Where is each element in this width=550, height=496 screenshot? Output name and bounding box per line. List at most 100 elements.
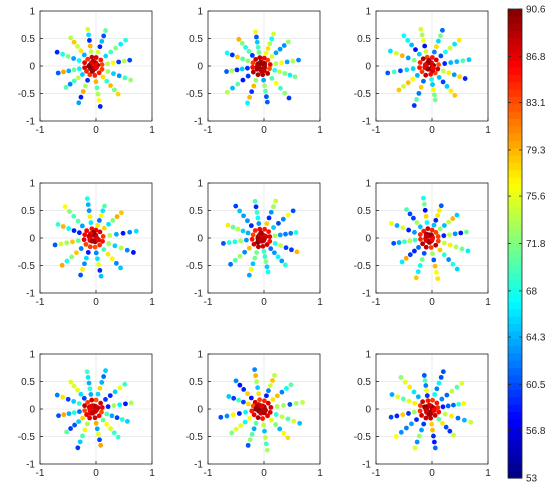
y-tick-label: 0 bbox=[365, 234, 371, 245]
data-point bbox=[54, 392, 60, 398]
data-point bbox=[115, 91, 121, 97]
y-tick-label: 1 bbox=[365, 179, 371, 190]
data-point bbox=[87, 244, 93, 250]
data-point bbox=[65, 396, 71, 402]
data-point bbox=[262, 83, 267, 89]
data-point bbox=[97, 437, 102, 443]
data-point bbox=[246, 48, 252, 54]
data-point bbox=[100, 238, 105, 244]
data-point bbox=[248, 267, 254, 272]
y-tick-label: 1 bbox=[197, 350, 203, 361]
data-point bbox=[252, 198, 258, 204]
data-point bbox=[245, 230, 251, 236]
data-point bbox=[271, 204, 276, 210]
y-tick-label: 0 bbox=[365, 62, 371, 73]
data-point bbox=[232, 239, 238, 245]
data-point bbox=[405, 80, 411, 86]
colorbar-segment bbox=[508, 177, 522, 186]
data-point bbox=[446, 257, 452, 262]
data-point bbox=[264, 393, 269, 399]
data-point bbox=[421, 195, 426, 201]
data-point bbox=[431, 257, 437, 263]
data-point bbox=[128, 77, 134, 83]
x-tick-label: 0 bbox=[429, 468, 435, 479]
colorbar-tick-label: 71.8 bbox=[526, 239, 546, 250]
data-point bbox=[279, 389, 285, 395]
data-point bbox=[393, 434, 399, 439]
data-point bbox=[131, 250, 136, 255]
scatter-panel-8: -1 0 1 -1 -0.5 0 0.5 1 bbox=[186, 350, 323, 480]
data-point bbox=[264, 447, 270, 453]
data-point bbox=[279, 414, 285, 420]
data-point bbox=[88, 49, 94, 54]
data-point bbox=[82, 408, 88, 414]
data-point bbox=[99, 409, 104, 415]
data-point bbox=[267, 409, 273, 415]
colorbar-segment bbox=[508, 250, 522, 259]
data-point bbox=[109, 413, 115, 419]
data-point bbox=[107, 393, 113, 399]
data-point bbox=[430, 427, 435, 433]
data-point bbox=[421, 250, 427, 256]
data-point bbox=[440, 27, 445, 33]
data-point bbox=[270, 378, 275, 383]
data-point bbox=[103, 396, 108, 402]
data-point bbox=[434, 269, 439, 275]
data-point bbox=[78, 272, 83, 278]
data-point bbox=[82, 65, 88, 71]
data-point bbox=[246, 272, 252, 278]
data-point bbox=[255, 44, 261, 50]
data-point bbox=[274, 404, 280, 409]
y-tick-label: 0 bbox=[197, 405, 203, 416]
data-point bbox=[248, 395, 254, 401]
data-point bbox=[245, 218, 250, 224]
x-tick-label: 0 bbox=[93, 297, 99, 308]
y-tick-label: 0.5 bbox=[357, 377, 371, 388]
data-points bbox=[385, 26, 472, 108]
data-point bbox=[407, 211, 413, 217]
data-point bbox=[424, 393, 430, 399]
data-point bbox=[268, 209, 274, 215]
data-point bbox=[235, 54, 240, 60]
data-point bbox=[252, 399, 258, 405]
data-point bbox=[269, 417, 274, 423]
data-point bbox=[285, 39, 291, 45]
data-point bbox=[261, 77, 267, 83]
colorbar: 90.6 86.8 83.1 79.3 75.6 71.8 68 64.3 60.5 56.8 53 bbox=[507, 5, 546, 485]
data-point bbox=[78, 94, 84, 100]
data-point bbox=[251, 426, 257, 432]
data-point bbox=[267, 238, 273, 244]
data-point bbox=[282, 262, 288, 268]
data-point bbox=[61, 69, 66, 75]
data-point bbox=[264, 264, 270, 270]
colorbar-segment bbox=[508, 118, 522, 127]
data-point bbox=[76, 230, 82, 236]
data-point bbox=[238, 423, 244, 429]
data-point bbox=[282, 90, 288, 96]
data-point bbox=[240, 228, 246, 234]
colorbar-tick-label: 75.6 bbox=[526, 192, 546, 203]
data-point bbox=[276, 220, 281, 226]
data-point bbox=[438, 374, 444, 380]
data-point bbox=[113, 45, 119, 51]
colorbar-tick-label: 83.1 bbox=[526, 98, 546, 109]
data-point bbox=[273, 61, 279, 67]
data-point bbox=[421, 201, 427, 207]
data-point bbox=[84, 68, 89, 74]
x-tick-label: 0 bbox=[93, 125, 99, 136]
data-point bbox=[450, 261, 456, 267]
data-point bbox=[440, 79, 446, 85]
x-tick-label: 0 bbox=[93, 468, 99, 479]
data-point bbox=[247, 437, 253, 443]
data-point bbox=[97, 385, 103, 391]
data-point bbox=[412, 400, 418, 406]
data-point bbox=[268, 246, 274, 252]
data-point bbox=[454, 59, 460, 65]
data-point bbox=[423, 383, 429, 388]
data-point bbox=[93, 79, 99, 85]
data-point bbox=[67, 81, 73, 87]
data-point bbox=[271, 225, 276, 230]
data-point bbox=[60, 224, 66, 229]
data-point bbox=[423, 214, 429, 219]
colorbar-segment bbox=[508, 331, 522, 340]
